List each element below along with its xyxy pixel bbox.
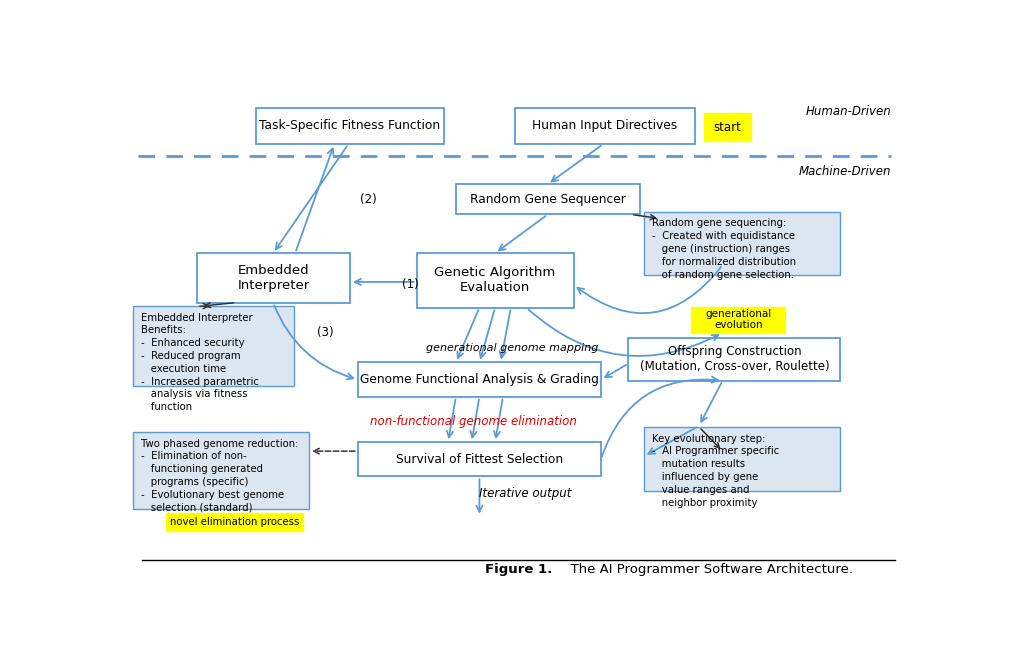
FancyBboxPatch shape [628,338,839,381]
Text: Offspring Construction
(Mutation, Cross-over, Roulette): Offspring Construction (Mutation, Cross-… [639,345,828,373]
FancyBboxPatch shape [691,307,785,333]
Text: (2): (2) [359,193,376,206]
Text: generational genome mapping: generational genome mapping [426,343,598,353]
Text: Genome Functional Analysis & Grading: Genome Functional Analysis & Grading [360,373,599,386]
FancyBboxPatch shape [358,442,601,476]
Text: novel elimination process: novel elimination process [170,517,298,526]
Text: Genetic Algorithm
Evaluation: Genetic Algorithm Evaluation [434,266,555,294]
Text: Key evolutionary step:
-  AI Programmer specific
   mutation results
   influenc: Key evolutionary step: - AI Programmer s… [651,434,778,508]
Text: Embedded
Interpreter: Embedded Interpreter [238,264,309,292]
Text: non-functional genome elimination: non-functional genome elimination [369,415,576,428]
FancyBboxPatch shape [703,113,750,141]
Text: Human-Driven: Human-Driven [805,105,891,118]
FancyBboxPatch shape [197,253,350,303]
FancyBboxPatch shape [132,306,293,386]
Text: Random gene sequencing:
-  Created with equidistance
   gene (instruction) range: Random gene sequencing: - Created with e… [651,218,796,280]
FancyBboxPatch shape [644,427,839,491]
Text: Two phased genome reduction:
-  Elimination of non-
   functioning generated
   : Two phased genome reduction: - Eliminati… [141,439,297,513]
Text: generational
evolution: generational evolution [705,309,770,330]
Text: Survival of Fittest Selection: Survival of Fittest Selection [395,453,562,466]
FancyBboxPatch shape [358,362,601,397]
Text: Task-Specific Fitness Function: Task-Specific Fitness Function [259,119,440,132]
FancyBboxPatch shape [256,108,444,144]
FancyBboxPatch shape [455,184,640,215]
FancyBboxPatch shape [132,432,309,509]
FancyBboxPatch shape [417,253,573,307]
FancyBboxPatch shape [644,212,839,275]
Text: Iterative output: Iterative output [479,487,571,500]
Text: Human Input Directives: Human Input Directives [532,119,677,132]
Text: (3): (3) [316,326,333,339]
Text: Embedded Interpreter
Benefits:
-  Enhanced security
-  Reduced program
   execut: Embedded Interpreter Benefits: - Enhance… [141,313,258,412]
FancyBboxPatch shape [166,513,302,530]
FancyBboxPatch shape [515,108,695,144]
Text: Machine-Driven: Machine-Driven [798,165,891,178]
Text: (1): (1) [401,279,419,292]
Text: start: start [713,120,740,133]
Text: The AI Programmer Software Architecture.: The AI Programmer Software Architecture. [561,563,852,576]
Text: Figure 1.: Figure 1. [484,563,552,576]
Text: Random Gene Sequencer: Random Gene Sequencer [470,193,626,206]
